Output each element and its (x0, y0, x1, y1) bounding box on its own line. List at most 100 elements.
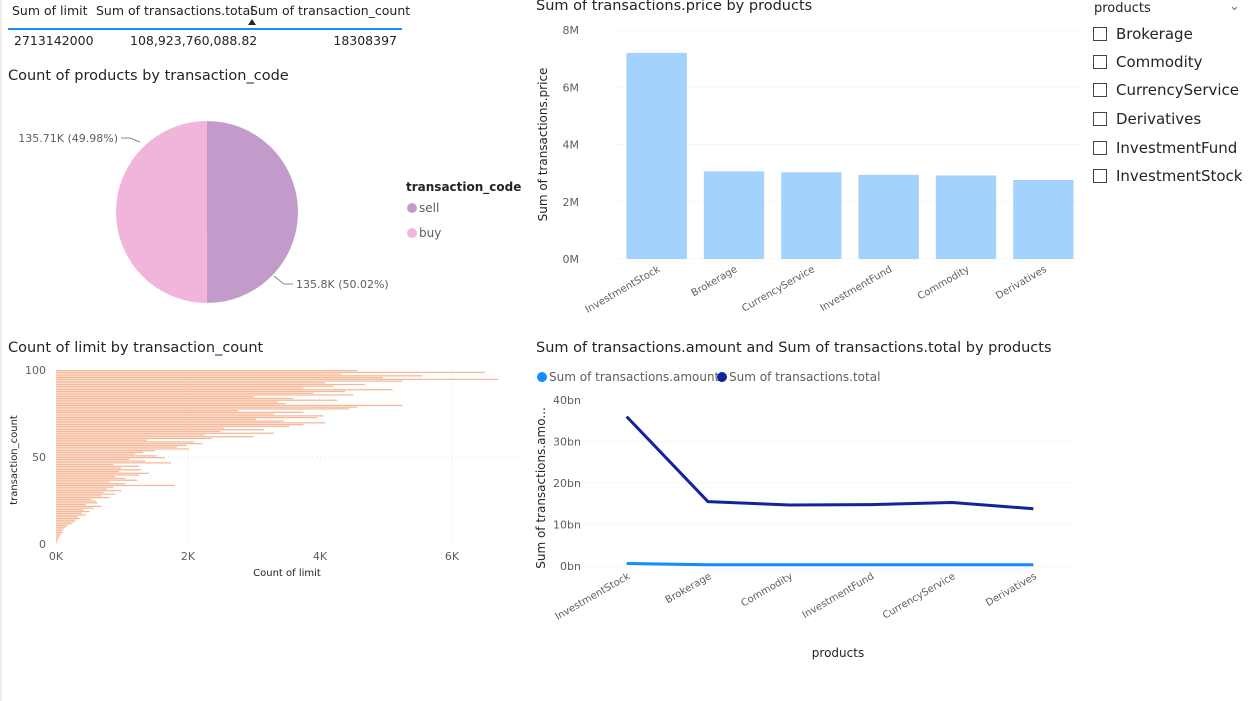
price-bar-chart[interactable]: 0M 2M 4M 6M 8M InvestmentStock Brokerage Curren… (530, 18, 1090, 338)
hist-bar-70[interactable] (56, 422, 326, 424)
hist-bar-30[interactable] (56, 491, 104, 494)
hist-bar-56[interactable] (56, 446, 177, 448)
hist-bar-37[interactable] (56, 479, 138, 481)
hist-bar-60[interactable] (56, 439, 148, 441)
bar-Brokerage[interactable] (703, 171, 765, 259)
hist-bar-20[interactable] (56, 509, 84, 511)
hist-bar-91[interactable] (56, 385, 334, 387)
hist-bar-77[interactable] (56, 410, 239, 412)
hist-bar-75[interactable] (56, 413, 274, 415)
limit-histogram[interactable]: 0K 2K 4K 6K 0 50 100 Count of limit transaction_… (0, 360, 530, 590)
hist-bar-69[interactable] (56, 423, 304, 426)
slicer-item-brokerage[interactable]: Brokerage (1093, 24, 1193, 44)
hist-bar-62[interactable] (56, 436, 254, 438)
hist-bar-31[interactable] (56, 490, 122, 492)
hist-bar-55[interactable] (56, 448, 189, 450)
hist-bar-21[interactable] (56, 507, 94, 509)
hist-bar-73[interactable] (56, 416, 318, 419)
hist-bar-58[interactable] (56, 443, 203, 445)
hist-bar-97[interactable] (56, 375, 423, 377)
hist-bar-28[interactable] (56, 495, 102, 497)
pie-legend-marker-sell[interactable] (407, 203, 417, 213)
hist-bar-80[interactable] (56, 404, 403, 407)
hist-bar-10[interactable] (56, 526, 66, 528)
hist-bar-44[interactable] (56, 467, 122, 469)
hist-bar-100[interactable] (56, 370, 357, 372)
hist-bar-96[interactable] (56, 376, 383, 379)
hist-bar-93[interactable] (56, 382, 326, 384)
hist-bar-18[interactable] (56, 512, 82, 514)
hist-bar-76[interactable] (56, 411, 304, 414)
hist-bar-48[interactable] (56, 460, 146, 462)
hist-bar-67[interactable] (56, 427, 225, 429)
slicer-item-derivatives[interactable]: Derivatives (1093, 109, 1201, 129)
hist-bar-2[interactable] (56, 540, 58, 542)
hist-bar-6[interactable] (56, 533, 61, 535)
hist-bar-3[interactable] (56, 538, 58, 541)
hist-bar-79[interactable] (56, 406, 357, 408)
hist-bar-59[interactable] (56, 441, 195, 443)
hist-bar-53[interactable] (56, 451, 144, 454)
table-header-sum-of-limit[interactable]: Sum of limit (12, 3, 88, 18)
hist-bar-25[interactable] (56, 500, 96, 502)
hist-bar-5[interactable] (56, 535, 60, 537)
hist-bar-34[interactable] (56, 484, 175, 487)
line-legend-label[interactable]: Sum of transactions.total (729, 370, 880, 384)
hist-bar-71[interactable] (56, 420, 284, 422)
hist-bar-78[interactable] (56, 408, 350, 410)
hist-bar-95[interactable] (56, 378, 499, 380)
bar-CurrencyService[interactable] (781, 172, 842, 259)
hist-bar-26[interactable] (56, 498, 92, 501)
hist-bar-54[interactable] (56, 450, 155, 452)
hist-bar-66[interactable] (56, 429, 264, 431)
hist-bar-84[interactable] (56, 397, 294, 400)
hist-bar-72[interactable] (56, 418, 256, 420)
pie-chart[interactable]: 135.8K (50.02%) 135.71K (49.98%) transact… (0, 90, 530, 330)
pie-slice-sell[interactable] (206, 121, 298, 303)
hist-bar-19[interactable] (56, 510, 90, 513)
hist-bar-64[interactable] (56, 432, 274, 434)
hist-bar-57[interactable] (56, 444, 187, 447)
hist-bar-50[interactable] (56, 457, 165, 459)
hist-bar-43[interactable] (56, 469, 142, 471)
table-header-sum-of-transactions-total[interactable]: Sum of transactions.total (96, 3, 254, 18)
line-series-amount[interactable] (626, 562, 1034, 567)
hist-bar-83[interactable] (56, 399, 338, 401)
hist-bar-65[interactable] (56, 430, 221, 433)
hist-bar-49[interactable] (56, 458, 130, 460)
table-header-sum-of-transaction-count[interactable]: Sum of transaction_count (250, 3, 411, 18)
hist-bar-92[interactable] (56, 383, 365, 386)
pie-slice-buy[interactable] (115, 121, 207, 303)
slicer-item-investmentfund[interactable]: InvestmentFund (1093, 138, 1237, 158)
hist-bar-22[interactable] (56, 505, 102, 507)
checkbox[interactable] (1093, 141, 1107, 155)
hist-bar-15[interactable] (56, 517, 80, 520)
slicer-item-currencyservice[interactable]: CurrencyService (1093, 80, 1239, 100)
hist-bar-46[interactable] (56, 463, 114, 466)
hist-bar-8[interactable] (56, 530, 62, 532)
hist-bar-94[interactable] (56, 380, 403, 382)
hist-bar-68[interactable] (56, 425, 290, 427)
hist-bar-12[interactable] (56, 523, 72, 525)
hist-bar-74[interactable] (56, 415, 324, 417)
hist-bar-9[interactable] (56, 528, 64, 530)
hist-bar-90[interactable] (56, 387, 304, 389)
hist-bar-51[interactable] (56, 455, 157, 457)
hist-bar-23[interactable] (56, 503, 86, 506)
checkbox[interactable] (1093, 27, 1107, 41)
hist-bar-82[interactable] (56, 401, 278, 403)
hist-bar-38[interactable] (56, 477, 126, 480)
hist-bar-61[interactable] (56, 437, 213, 440)
pie-legend-label-buy[interactable]: buy (419, 226, 441, 240)
line-series-total[interactable] (625, 415, 1034, 511)
hist-bar-86[interactable] (56, 394, 353, 396)
hist-bar-33[interactable] (56, 486, 114, 488)
hist-bar-17[interactable] (56, 514, 86, 516)
chevron-down-icon[interactable]: ⌄ (1229, 0, 1240, 14)
hist-bar-11[interactable] (56, 524, 68, 527)
hist-bar-89[interactable] (56, 389, 393, 391)
hist-bar-36[interactable] (56, 481, 110, 483)
hist-bar-13[interactable] (56, 521, 74, 523)
hist-bar-40[interactable] (56, 474, 140, 476)
hist-bar-35[interactable] (56, 483, 126, 485)
